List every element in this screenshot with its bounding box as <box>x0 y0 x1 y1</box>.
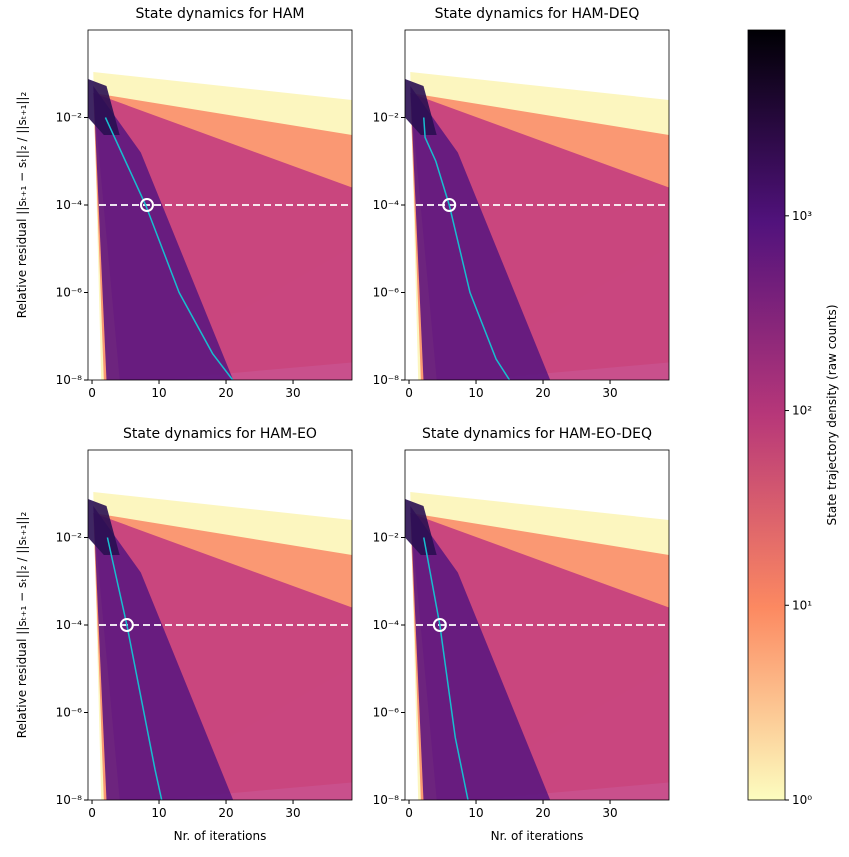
density-region <box>410 86 551 380</box>
density-region <box>93 86 234 380</box>
x-tick-label: 30 <box>602 386 617 400</box>
median-line <box>423 117 511 380</box>
colorbar-tick-label: 10³ <box>792 209 812 223</box>
x-tick-label: 0 <box>88 386 96 400</box>
x-axis-label: Nr. of iterations <box>174 829 267 843</box>
colorbar-tick-label: 10¹ <box>792 598 812 612</box>
y-tick-label: 10⁻⁶ <box>373 286 400 300</box>
median-line <box>104 117 234 380</box>
y-tick-label: 10⁻² <box>373 531 400 545</box>
x-tick-label: 0 <box>88 806 96 820</box>
density-region <box>88 79 120 135</box>
x-tick-label: 20 <box>535 386 550 400</box>
colorbar-tick-label: 10⁰ <box>792 793 812 807</box>
y-tick-label: 10⁻⁶ <box>56 706 83 720</box>
y-tick-label: 10⁻⁶ <box>56 286 83 300</box>
x-tick-label: 0 <box>405 806 413 820</box>
y-tick-label: 10⁻⁸ <box>373 373 400 387</box>
x-tick-label: 20 <box>535 806 550 820</box>
x-tick-label: 30 <box>285 386 300 400</box>
x-tick-label: 30 <box>285 806 300 820</box>
heatmap <box>88 72 352 380</box>
y-tick-label: 10⁻² <box>373 111 400 125</box>
y-tick-label: 10⁻⁴ <box>56 198 83 212</box>
x-tick-label: 10 <box>468 386 483 400</box>
density-region <box>405 79 437 135</box>
x-tick-label: 20 <box>218 386 233 400</box>
x-tick-label: 20 <box>218 806 233 820</box>
x-tick-label: 10 <box>151 386 166 400</box>
crossing-marker <box>119 618 134 632</box>
y-tick-label: 10⁻⁴ <box>373 618 400 632</box>
panel-title: State dynamics for HAM-EO <box>123 426 317 442</box>
y-tick-label: 10⁻⁶ <box>373 706 400 720</box>
crossing-marker <box>139 198 154 212</box>
density-region <box>410 506 551 800</box>
x-tick-label: 0 <box>405 386 413 400</box>
density-region <box>88 499 120 555</box>
heatmap <box>405 492 669 800</box>
x-tick-label: 10 <box>468 806 483 820</box>
crossing-marker <box>442 198 457 212</box>
x-tick-label: 30 <box>602 806 617 820</box>
y-tick-label: 10⁻² <box>56 111 83 125</box>
colorbar-label: State trajectory density (raw counts) <box>825 305 839 526</box>
y-tick-label: 10⁻⁸ <box>56 793 83 807</box>
median-line <box>423 537 469 800</box>
y-tick-label: 10⁻⁸ <box>56 373 83 387</box>
density-region <box>93 506 234 800</box>
density-region <box>405 499 437 555</box>
panel-title: State dynamics for HAM-DEQ <box>435 6 640 22</box>
x-axis-label: Nr. of iterations <box>491 829 584 843</box>
heatmap <box>88 492 352 800</box>
median-line <box>106 537 163 800</box>
panel-title: State dynamics for HAM <box>136 6 305 22</box>
y-tick-label: 10⁻² <box>56 531 83 545</box>
colorbar <box>747 29 786 801</box>
colorbar-tick-label: 10² <box>792 404 812 418</box>
y-axis-label: Relative residual ||sₜ₊₁ − sₜ||₂ / ||sₜ₊… <box>15 512 29 739</box>
y-tick-label: 10⁻⁴ <box>56 618 83 632</box>
crossing-marker <box>432 618 447 632</box>
y-axis-label: Relative residual ||sₜ₊₁ − sₜ||₂ / ||sₜ₊… <box>15 92 29 319</box>
panel-title: State dynamics for HAM-EO-DEQ <box>422 426 652 442</box>
y-tick-label: 10⁻⁴ <box>373 198 400 212</box>
heatmap <box>405 72 669 380</box>
y-tick-label: 10⁻⁸ <box>373 793 400 807</box>
x-tick-label: 10 <box>151 806 166 820</box>
